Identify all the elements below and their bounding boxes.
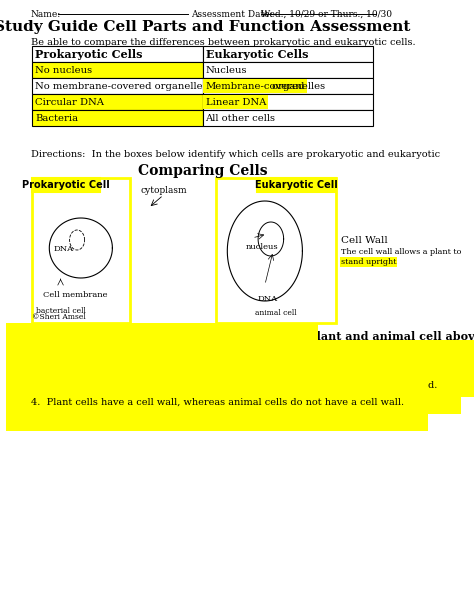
Text: Eukaryotic Cells: Eukaryotic Cells xyxy=(206,48,308,59)
Text: Membrane-covered: Membrane-covered xyxy=(206,82,305,91)
Text: 2.  Plant cells have chloroplast to convert sunlight to energy, but animal cells: 2. Plant cells have chloroplast to conve… xyxy=(30,364,450,373)
Text: Wed., 10/29 or Thurs., 10/30: Wed., 10/29 or Thurs., 10/30 xyxy=(261,10,392,19)
FancyBboxPatch shape xyxy=(32,94,202,110)
Text: 1.  Plant cells have larger vacuoles than animal cells.: 1. Plant cells have larger vacuoles than… xyxy=(30,347,294,356)
FancyBboxPatch shape xyxy=(32,178,100,192)
FancyBboxPatch shape xyxy=(216,178,336,323)
Text: Cell Wall: Cell Wall xyxy=(341,236,387,245)
Text: nucleus: nucleus xyxy=(246,243,279,251)
Text: Eukaryotic Cell: Eukaryotic Cell xyxy=(255,180,338,190)
FancyBboxPatch shape xyxy=(202,46,373,62)
Text: 3.  Plant cells are rectangular or square shaped, whereas animals cells are roun: 3. Plant cells are rectangular or square… xyxy=(30,381,437,390)
FancyBboxPatch shape xyxy=(32,62,202,78)
Text: Linear DNA: Linear DNA xyxy=(206,97,266,107)
Text: organelles: organelles xyxy=(269,82,325,91)
Text: Circular DNA: Circular DNA xyxy=(35,97,104,107)
Text: 4.  Plant cells have a cell wall, whereas animal cells do not have a cell wall.: 4. Plant cells have a cell wall, whereas… xyxy=(30,398,404,407)
Text: cytoplasm: cytoplasm xyxy=(140,186,187,195)
FancyBboxPatch shape xyxy=(257,178,336,192)
FancyBboxPatch shape xyxy=(202,78,373,94)
Text: Directions:  In the boxes below identify which cells are prokaryotic and eukaryo: Directions: In the boxes below identify … xyxy=(30,150,440,159)
Text: Prokaryotic Cells: Prokaryotic Cells xyxy=(35,48,143,59)
FancyBboxPatch shape xyxy=(32,78,202,94)
FancyBboxPatch shape xyxy=(202,94,373,110)
Text: bacterial cell: bacterial cell xyxy=(36,307,86,315)
Text: Be able to compare the differences between prokaryotic and eukaryotic cells.: Be able to compare the differences betwe… xyxy=(30,38,415,47)
Text: The cell wall allows a plant to: The cell wall allows a plant to xyxy=(341,248,461,256)
Text: Bacteria: Bacteria xyxy=(35,113,78,123)
FancyBboxPatch shape xyxy=(32,46,202,62)
FancyBboxPatch shape xyxy=(202,110,373,126)
FancyBboxPatch shape xyxy=(32,178,130,323)
Text: No membrane-covered organelles: No membrane-covered organelles xyxy=(35,82,208,91)
FancyBboxPatch shape xyxy=(202,62,373,78)
Text: No nucleus: No nucleus xyxy=(35,66,92,75)
FancyBboxPatch shape xyxy=(32,110,202,126)
Text: Nucleus: Nucleus xyxy=(206,66,247,75)
Text: DNA: DNA xyxy=(53,245,73,253)
Text: ©Sheri Amsel: ©Sheri Amsel xyxy=(32,313,86,321)
Text: Cell membrane: Cell membrane xyxy=(43,291,108,299)
Text: Assessment Date:: Assessment Date: xyxy=(191,10,276,19)
Text: Prokaryotic Cell: Prokaryotic Cell xyxy=(22,180,109,190)
Text: Name:: Name: xyxy=(30,10,61,19)
Text: DNA: DNA xyxy=(257,295,277,303)
Text: Comparing Cells: Comparing Cells xyxy=(138,164,267,178)
Text: stand upright: stand upright xyxy=(341,258,396,266)
Text: animal cell: animal cell xyxy=(255,309,297,317)
Text: All other cells: All other cells xyxy=(206,113,275,123)
Text: Study Guide Cell Parts and Function Assessment: Study Guide Cell Parts and Function Asse… xyxy=(0,20,410,34)
Text: List four things that are different about the plant and animal cell above.: List four things that are different abou… xyxy=(30,331,474,342)
